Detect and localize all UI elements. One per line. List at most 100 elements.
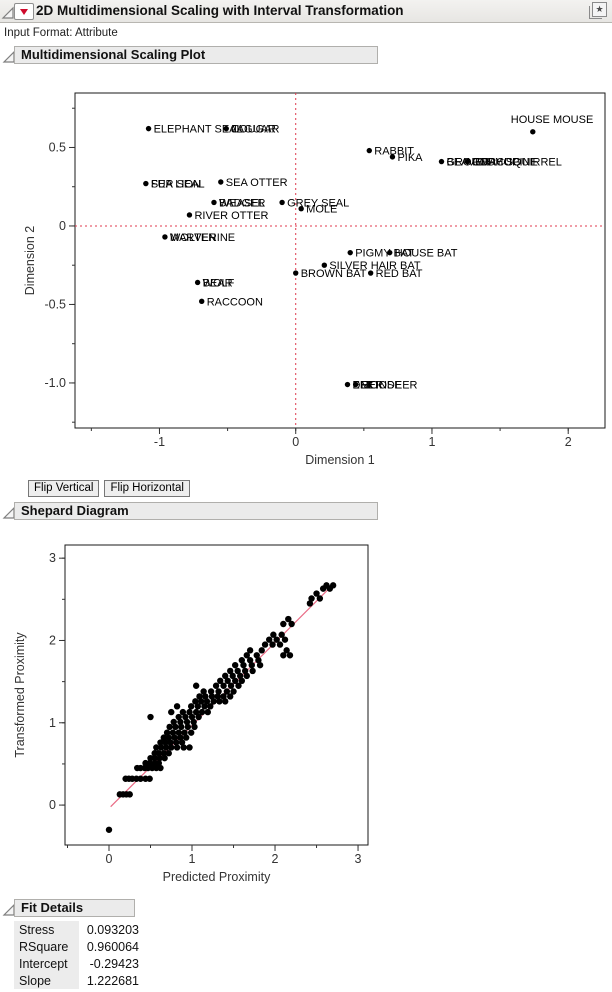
point-label[interactable]: DEER (352, 380, 383, 392)
data-point[interactable] (231, 677, 239, 685)
bookmark-window-icon[interactable]: ★ (588, 2, 608, 20)
data-point[interactable] (280, 652, 287, 659)
data-point[interactable] (195, 713, 202, 721)
data-point[interactable] (157, 764, 164, 772)
data-point[interactable] (187, 729, 195, 736)
data-point[interactable] (323, 582, 330, 589)
data-point[interactable] (145, 125, 152, 132)
data-point[interactable] (194, 279, 201, 286)
data-point[interactable] (214, 693, 221, 700)
data-point[interactable] (162, 739, 169, 746)
data-point[interactable] (329, 582, 337, 589)
data-point[interactable] (194, 703, 202, 710)
data-point[interactable] (223, 688, 231, 695)
data-point[interactable] (248, 661, 255, 669)
point-label[interactable]: BROWN BAT (301, 268, 367, 280)
point-label[interactable]: RABBIT (374, 146, 414, 158)
data-point[interactable] (217, 677, 224, 685)
data-point[interactable] (276, 641, 284, 648)
data-point[interactable] (347, 249, 353, 256)
data-point[interactable] (269, 641, 276, 648)
data-point[interactable] (306, 600, 314, 607)
data-point[interactable] (173, 744, 181, 751)
data-point[interactable] (196, 693, 203, 700)
flip-horizontal-button[interactable]: Flip Horizontal (104, 480, 190, 497)
data-point[interactable] (246, 657, 254, 664)
data-point[interactable] (278, 631, 285, 638)
point-label[interactable]: GREY SEAL (287, 197, 349, 209)
point-label[interactable]: ELK (352, 380, 373, 392)
data-point[interactable] (286, 652, 294, 659)
data-point[interactable] (156, 754, 163, 762)
data-point[interactable] (238, 677, 246, 685)
mds-section-header[interactable]: Multidimensional Scaling Plot (14, 46, 378, 64)
data-point[interactable] (316, 595, 324, 602)
data-point[interactable] (182, 713, 189, 721)
data-point[interactable] (246, 647, 254, 654)
data-point[interactable] (186, 212, 193, 218)
data-point[interactable] (281, 636, 289, 643)
data-point[interactable] (178, 723, 185, 731)
data-point[interactable] (170, 718, 177, 726)
data-point[interactable] (192, 698, 199, 705)
data-point[interactable] (179, 708, 187, 716)
data-point[interactable] (207, 703, 214, 710)
data-point[interactable] (298, 205, 304, 212)
data-point[interactable] (249, 667, 256, 675)
point-label[interactable]: SEA OTTER (226, 177, 288, 189)
data-point[interactable] (273, 636, 280, 643)
point-label[interactable]: HOUSE BAT (395, 248, 458, 260)
data-point[interactable] (186, 708, 193, 716)
data-point[interactable] (231, 661, 239, 669)
mds-scatter-plot[interactable]: -1 0 1 2 0.5 0 -0.5 -1.0 Dimension 1 Dimension 2 E… (0, 85, 612, 467)
red-triangle-menu-button[interactable] (14, 3, 34, 20)
data-point[interactable] (199, 298, 205, 305)
data-point[interactable] (172, 723, 179, 731)
point-label[interactable]: BADGER (219, 197, 266, 209)
data-point[interactable] (224, 677, 231, 685)
data-point[interactable] (389, 154, 396, 160)
data-point[interactable] (155, 750, 163, 757)
shepard-section-header[interactable]: Shepard Diagram (14, 502, 378, 520)
data-point[interactable] (197, 698, 205, 705)
data-point[interactable] (187, 703, 195, 710)
data-point[interactable] (234, 667, 241, 675)
data-point[interactable] (222, 698, 229, 705)
data-point[interactable] (352, 381, 359, 388)
flip-vertical-button[interactable]: Flip Vertical (28, 480, 100, 497)
data-point[interactable] (165, 734, 172, 741)
data-point[interactable] (171, 734, 178, 741)
data-point[interactable] (285, 615, 292, 623)
data-point[interactable] (222, 672, 229, 680)
outline-disclosure-icon[interactable] (1, 5, 15, 19)
data-point[interactable] (367, 270, 374, 276)
point-label[interactable]: BEAR (203, 277, 233, 289)
data-point[interactable] (186, 744, 193, 751)
point-label[interactable]: HOUSE MOUSE (511, 114, 594, 126)
data-point[interactable] (283, 647, 290, 654)
data-point[interactable] (223, 125, 229, 132)
data-point[interactable] (151, 754, 158, 762)
data-point[interactable] (160, 734, 167, 741)
data-point[interactable] (241, 667, 249, 675)
data-point[interactable] (200, 688, 207, 695)
point-label[interactable]: PIKA (397, 152, 423, 164)
data-point[interactable] (184, 723, 192, 731)
data-point[interactable] (227, 682, 235, 689)
data-point[interactable] (188, 713, 196, 721)
point-label[interactable]: MARTEN (170, 232, 216, 244)
data-point[interactable] (240, 661, 247, 669)
data-point[interactable] (143, 180, 149, 187)
data-point[interactable] (192, 708, 200, 716)
data-point[interactable] (201, 703, 208, 710)
point-label[interactable]: WOLF (203, 277, 235, 289)
data-point[interactable] (266, 636, 273, 643)
data-point[interactable] (202, 693, 209, 700)
data-point[interactable] (288, 620, 295, 628)
point-label[interactable]: MOOSE (361, 380, 402, 392)
data-point[interactable] (173, 739, 180, 746)
data-point[interactable] (168, 744, 175, 751)
data-point[interactable] (163, 729, 171, 736)
data-point[interactable] (215, 688, 222, 695)
data-point[interactable] (183, 734, 190, 741)
